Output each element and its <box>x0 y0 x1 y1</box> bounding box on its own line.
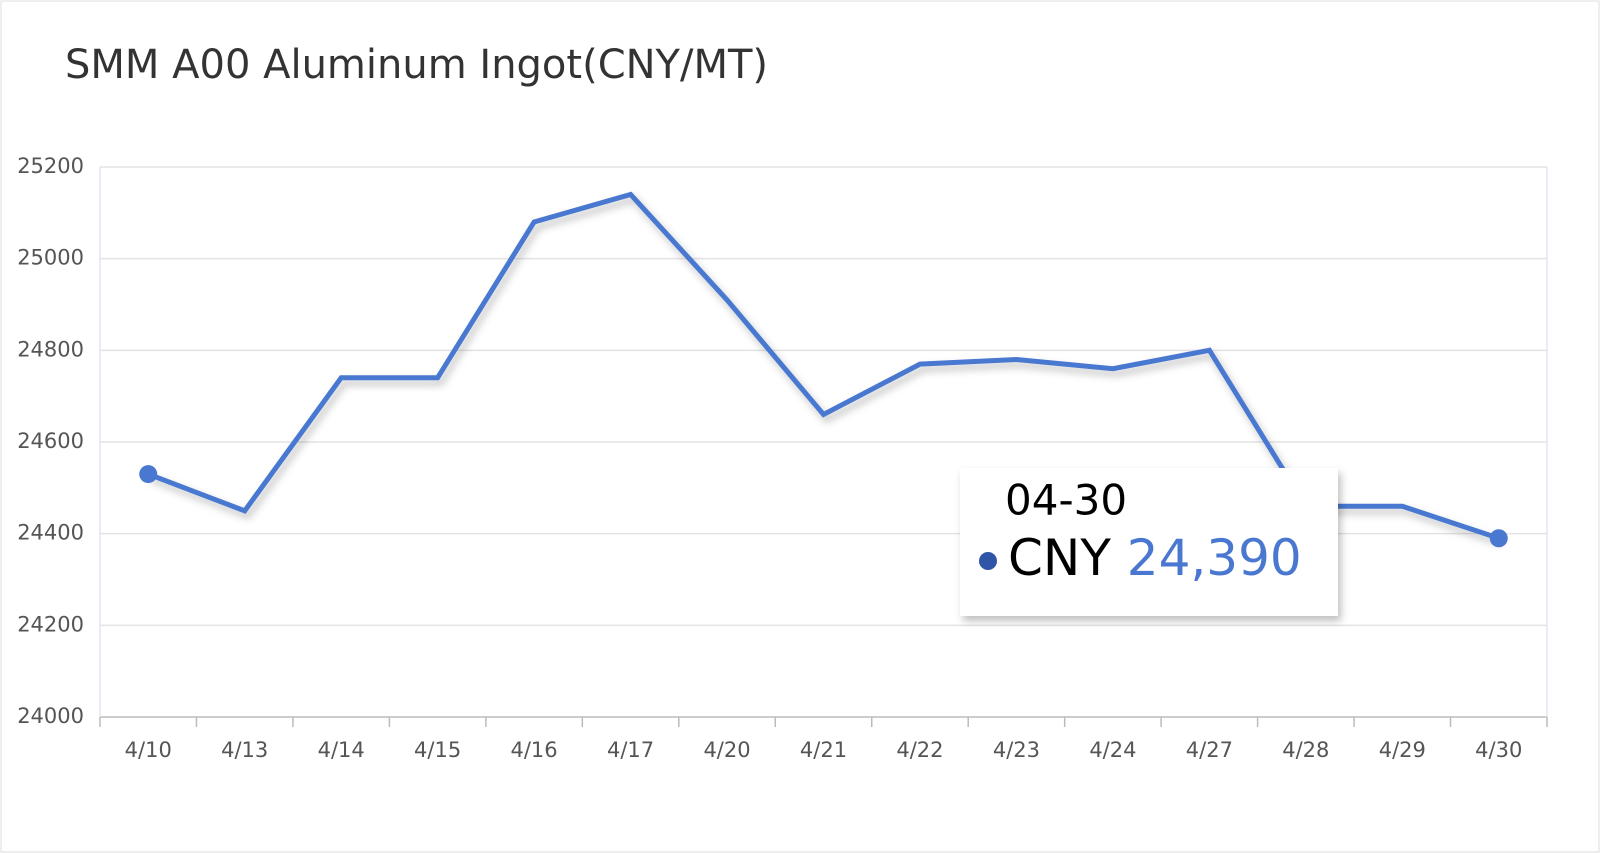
x-tick-label: 4/13 <box>221 738 268 762</box>
x-tick-label: 4/21 <box>800 738 847 762</box>
x-tick-label: 4/27 <box>1186 738 1233 762</box>
x-tick-label: 4/20 <box>703 738 750 762</box>
y-tick-label: 25200 <box>17 154 84 178</box>
marker <box>1489 529 1508 548</box>
y-tick-label: 24400 <box>17 521 84 545</box>
x-tick-label: 4/16 <box>511 738 558 762</box>
tooltip-value: 24,390 <box>1127 529 1302 587</box>
tooltip-series: CNY <box>1008 529 1111 587</box>
x-tick-label: 4/24 <box>1089 738 1136 762</box>
y-tick-label: 24000 <box>17 704 84 728</box>
marker <box>139 465 158 484</box>
y-tick-label: 24800 <box>17 337 84 361</box>
x-tick-label: 4/23 <box>993 738 1040 762</box>
tooltip-line: CNY 24,390 <box>1008 529 1302 587</box>
x-tick-label: 4/10 <box>125 738 172 762</box>
x-tick-label: 4/14 <box>318 738 365 762</box>
x-tick-label: 4/17 <box>607 738 654 762</box>
tooltip-dot <box>979 552 997 570</box>
tooltip-date: 04-30 <box>1005 476 1127 525</box>
line <box>147 191 1500 541</box>
x-tick-label: 4/30 <box>1475 738 1522 762</box>
y-tick-label: 24600 <box>17 429 84 453</box>
x-tick-label: 4/22 <box>896 738 943 762</box>
chart-title: SMM A00 Aluminum Ingot(CNY/MT) <box>65 42 768 88</box>
x-tick-label: 4/29 <box>1379 738 1426 762</box>
tooltip-box <box>960 468 1338 616</box>
x-tick-label: 4/15 <box>414 738 461 762</box>
y-tick-label: 25000 <box>17 246 84 270</box>
y-tick-label: 24200 <box>17 612 84 636</box>
x-tick-label: 4/28 <box>1282 738 1329 762</box>
